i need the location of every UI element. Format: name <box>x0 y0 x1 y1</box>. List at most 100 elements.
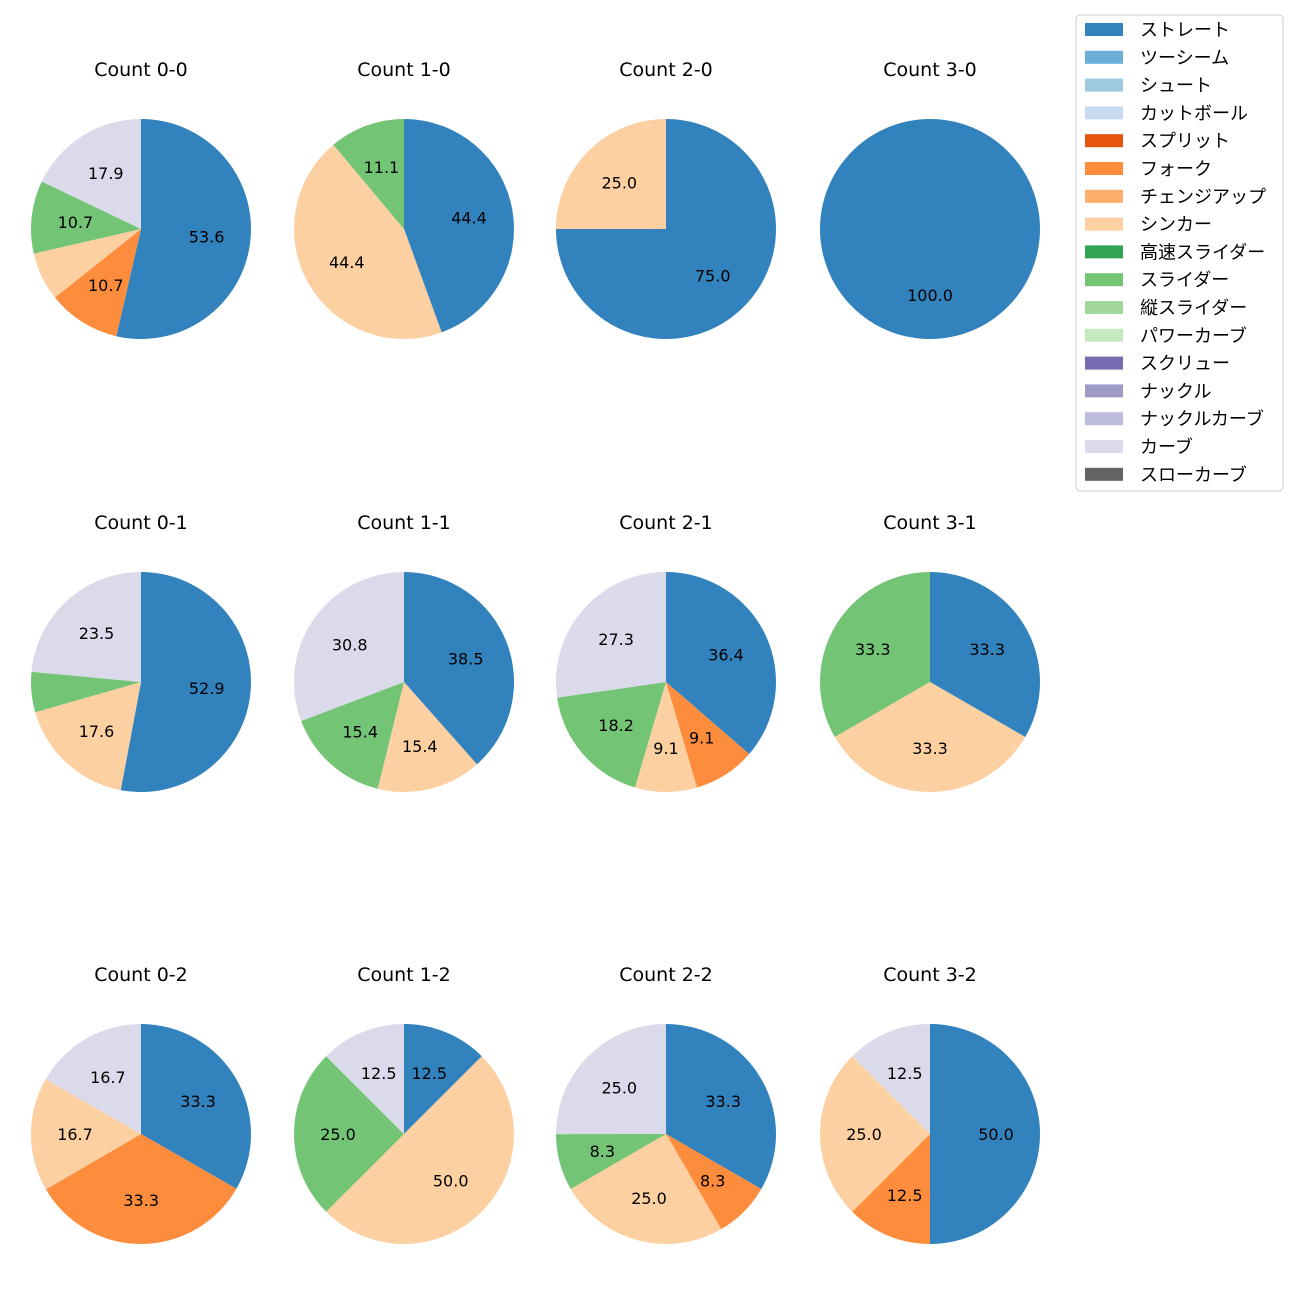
legend-swatch <box>1085 78 1123 92</box>
pie-chart-count-2-0: Count 2-0 75.0 25.0 <box>556 59 776 339</box>
pie-slice-label: 33.3 <box>180 1092 216 1111</box>
pie-title: Count 1-0 <box>357 59 451 81</box>
pie-slice <box>45 1134 237 1244</box>
pie-slice-label: 52.9 <box>189 679 225 698</box>
pie-slice <box>31 1079 141 1190</box>
pie-slice-label: 25.0 <box>631 1189 667 1208</box>
pie-slice <box>31 572 141 682</box>
pie-slice-label: 12.5 <box>361 1064 397 1083</box>
pie-slice-label: 10.7 <box>58 213 94 232</box>
pie-slice-label: 25.0 <box>320 1125 356 1144</box>
pie-title: Count 0-2 <box>94 964 188 986</box>
pie-title: Count 2-2 <box>619 964 713 986</box>
pie-slice-label: 30.8 <box>332 636 368 655</box>
legend-swatch <box>1085 245 1123 259</box>
pie-slice-label: 25.0 <box>601 1078 637 1097</box>
legend-label: ストレート <box>1140 20 1230 41</box>
pie-slice <box>404 119 514 333</box>
pie-title: Count 1-1 <box>357 512 451 534</box>
pie-slice <box>666 682 750 788</box>
pie-slice-label: 33.3 <box>123 1191 159 1210</box>
pie-slice-label: 16.7 <box>57 1125 93 1144</box>
legend-swatch <box>1085 189 1123 203</box>
pie-slice <box>54 229 141 337</box>
pie-slice <box>666 572 776 755</box>
pie-slice <box>819 572 930 737</box>
legend-label: シンカー <box>1140 215 1212 236</box>
legend-swatch <box>1085 162 1123 175</box>
pie-chart-count-1-1: Count 1-1 38.5 15.4 15.4 30.8 <box>294 512 514 792</box>
pie-slice-label: 38.5 <box>448 650 484 669</box>
legend-swatch <box>1085 23 1123 36</box>
legend-swatch <box>1085 217 1123 231</box>
pie-chart-count-0-1: Count 0-1 52.9 17.6 23.5 <box>30 512 252 793</box>
pie-slice-label: 75.0 <box>695 267 731 286</box>
pie-title: Count 2-0 <box>619 59 713 81</box>
pie-slice <box>30 181 141 254</box>
pie-slice-label: 23.5 <box>79 624 115 643</box>
pie-slice <box>666 1024 776 1189</box>
pie-chart-count-3-2: Count 3-2 50.0 12.5 25.0 12.5 <box>819 964 1040 1244</box>
pie-slice <box>116 119 251 339</box>
pie-slice <box>635 682 697 792</box>
legend-swatch <box>1085 273 1123 287</box>
pie-slice-label: 25.0 <box>601 173 637 192</box>
pie-slice <box>556 572 666 698</box>
pie-slice <box>556 1134 666 1189</box>
legend-swatch <box>1085 328 1123 342</box>
legend: ストレートツーシームシュートカットボールスプリットフォークチェンジアップシンカー… <box>1075 14 1284 492</box>
pie-slice <box>570 1134 722 1244</box>
pie-slice <box>377 682 477 792</box>
pie-chart-count-1-0: Count 1-0 44.4 44.4 11.1 <box>294 59 514 339</box>
legend-swatch <box>1085 412 1123 426</box>
pie-slice-label: 18.2 <box>598 716 634 735</box>
legend-label: パワーカーブ <box>1140 325 1247 347</box>
pie-slice-label: 50.0 <box>433 1172 469 1191</box>
pie-slice-label: 53.6 <box>189 227 225 246</box>
pie-chart-count-3-0: Count 3-0 100.0 <box>820 59 1040 339</box>
pie-slice <box>404 1024 482 1134</box>
legend-swatch <box>1085 50 1123 64</box>
pie-slice <box>294 1056 404 1212</box>
legend-label: カットボール <box>1140 103 1248 124</box>
pie-slice-label: 12.5 <box>887 1186 923 1205</box>
pie-slice <box>326 1056 514 1244</box>
pie-slice-label: 11.1 <box>364 158 400 177</box>
legend-label: ナックル <box>1140 381 1211 402</box>
legend-label: ナックルカーブ <box>1140 408 1264 430</box>
pie-slice <box>852 1024 930 1134</box>
legend-label: カーブ <box>1140 436 1193 458</box>
pie-slice-label: 44.4 <box>329 253 365 272</box>
pie-slice <box>301 682 404 789</box>
pie-chart-count-0-2: Count 0-2 33.3 33.3 16.7 16.7 <box>31 964 251 1244</box>
legend-label: スクリュー <box>1140 354 1230 375</box>
pie-slice <box>852 1134 930 1244</box>
pie-slice-label: 15.4 <box>402 737 438 756</box>
pie-title: Count 0-0 <box>94 59 188 81</box>
legend-label: 縦スライダー <box>1140 298 1247 319</box>
pie-slice-label: 27.3 <box>598 630 634 649</box>
pie-slice-label: 50.0 <box>978 1125 1014 1144</box>
legend-frame <box>1075 14 1284 492</box>
pie-title: Count 2-1 <box>619 512 713 534</box>
legend-label: 高速スライダー <box>1140 242 1265 263</box>
legend-label: シュート <box>1140 76 1212 97</box>
legend-label: スプリット <box>1140 131 1230 152</box>
legend-label: スローカーブ <box>1140 464 1247 486</box>
pie-slice-label: 100.0 <box>907 286 953 305</box>
legend-swatch <box>1085 440 1123 453</box>
pie-slice <box>326 1024 404 1134</box>
pie-slice-label: 15.4 <box>342 722 378 741</box>
pie-slice-label: 9.1 <box>653 739 678 758</box>
pie-slice-label: 33.3 <box>855 640 891 659</box>
pie-slice <box>141 1024 251 1189</box>
pie-chart-count-1-2: Count 1-2 12.5 50.0 25.0 12.5 <box>294 964 514 1244</box>
legend-swatch <box>1085 134 1123 148</box>
legend-swatch <box>1085 301 1123 314</box>
pie-slice <box>819 1056 930 1212</box>
pie-title: Count 1-2 <box>357 964 451 986</box>
pie-slice <box>820 119 1040 339</box>
pies-layer: Count 0-0 53.6 10.7 10.7 17.9 Count 1-0 44.4 44… <box>30 59 1040 1244</box>
legend-label: チェンジアップ <box>1140 187 1266 208</box>
pie-chart-count-2-2: Count 2-2 33.3 8.3 25.0 8.3 25.0 <box>555 964 776 1244</box>
